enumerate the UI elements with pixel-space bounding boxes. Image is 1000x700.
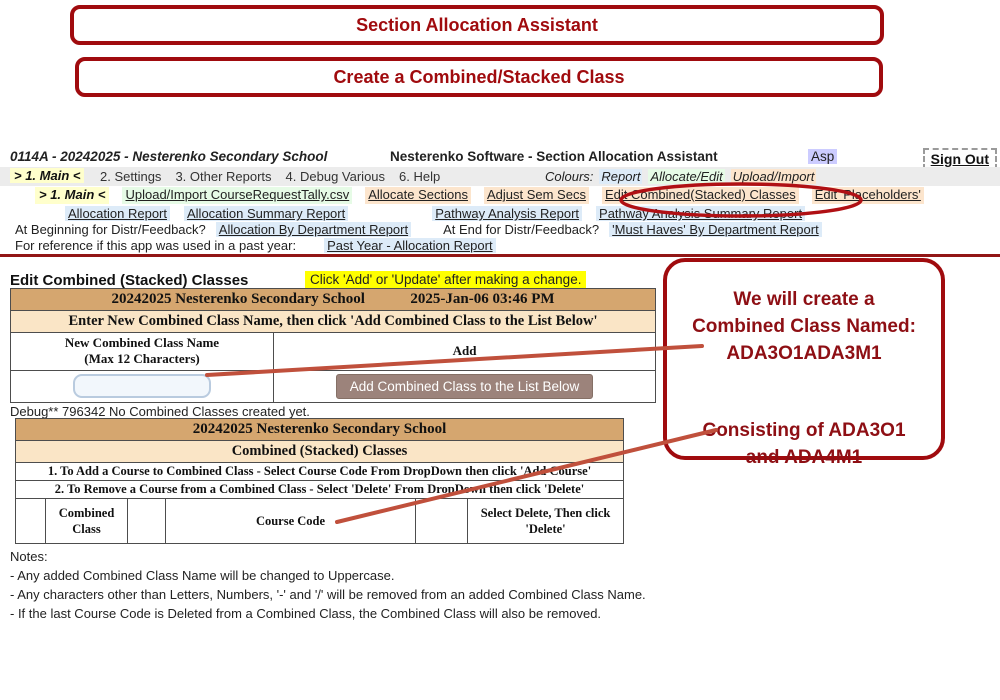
label-past-year-reference: For reference if this app was used in a …	[15, 238, 297, 253]
nav-row-main: > 1. Main < Upload/Import CourseRequestT…	[0, 187, 1000, 204]
nav-link-allocation-by-department-report[interactable]: Allocation By Department Report	[215, 222, 412, 237]
nav-link-pathway-analysis-report[interactable]: Pathway Analysis Report	[432, 206, 583, 221]
page-subtitle-banner: Create a Combined/Stacked Class	[75, 57, 883, 97]
col-header-combined-class: Combined Class	[45, 498, 128, 544]
annotation-line: We will create a	[733, 289, 875, 310]
school-info: 0114A - 20242025 - Nesterenko Secondary …	[10, 149, 328, 164]
button-cell: Add Combined Class to the List Below	[272, 369, 657, 403]
colour-key-upload-import: Upload/Import	[730, 169, 817, 184]
label-at-end: At End for Distr/Feedback?	[443, 222, 600, 237]
nav-link-adjust-sem-secs[interactable]: Adjust Sem Secs	[483, 187, 589, 204]
add-combined-class-button[interactable]: Add Combined Class to the List Below	[335, 373, 594, 399]
app-title: Nesterenko Software - Section Allocation…	[390, 149, 718, 164]
col-header-blank-3	[415, 498, 468, 544]
table2-subtitle: Combined (Stacked) Classes	[14, 440, 625, 463]
combined-classes-list-table: 20242025 Nesterenko Secondary School Com…	[14, 418, 625, 544]
annotation-line: ADA3O1ADA3M1	[726, 343, 882, 364]
colour-key-report: Report	[599, 169, 643, 184]
app-header: 0114A - 20242025 - Nesterenko Secondary …	[0, 148, 1000, 170]
combined-class-name-input[interactable]	[73, 374, 211, 398]
menu-item-settings[interactable]: 2. Settings	[100, 169, 162, 184]
col-header-course-code: Course Code	[165, 498, 416, 544]
separator-rule	[0, 254, 1000, 257]
menu-item-help[interactable]: 6. Help	[399, 169, 441, 184]
add-combined-class-table: 20242025 Nesterenko Secondary School 202…	[9, 288, 657, 403]
notes-section: Notes: - Any added Combined Class Name w…	[10, 548, 646, 623]
asp-label: Asp	[808, 149, 838, 164]
nav-link-past-year-allocation-report[interactable]: Past Year - Allocation Report	[324, 238, 496, 253]
note-item: - Any characters other than Letters, Num…	[10, 586, 646, 602]
input-cell	[10, 369, 274, 403]
nav-link-edit-placeholders[interactable]: Edit 'Placeholders'	[811, 187, 924, 204]
debug-message: Debug** 796342 No Combined Classes creat…	[10, 404, 310, 419]
annotation-callout-box: We will create a Combined Class Named: A…	[663, 258, 945, 468]
nav-link-allocate-sections[interactable]: Allocate Sections	[365, 187, 471, 204]
menu-item-other-reports[interactable]: 3. Other Reports	[175, 169, 272, 184]
table1-timestamp: 2025-Jan-06 03:46 PM	[410, 291, 555, 307]
nav-row-past-year: For reference if this app was used in a …	[0, 238, 1000, 253]
col-header-select-delete: Select Delete, Then click 'Delete'	[466, 498, 625, 544]
highlighted-instruction: Click 'Add' or 'Update' after making a c…	[305, 271, 587, 288]
table1-school-name: 20242025 Nesterenko Secondary School	[111, 291, 365, 307]
notes-heading: Notes:	[10, 549, 48, 564]
note-item: - If the last Course Code is Deleted fro…	[10, 605, 602, 621]
col-header-blank-1	[15, 498, 46, 544]
menu-bar: > 1. Main < 2. Settings 3. Other Reports…	[0, 167, 1000, 186]
page-banner: Section Allocation Assistant	[70, 5, 884, 45]
nav-main-active: > 1. Main <	[35, 187, 110, 204]
annotation-line: and ADA4M1	[745, 447, 863, 468]
page-banner-title: Section Allocation Assistant	[356, 14, 598, 35]
menu-item-main-active[interactable]: > 1. Main <	[10, 168, 85, 183]
nav-link-upload-import-csv[interactable]: Upload/Import CourseRequestTally.csv	[122, 187, 353, 204]
add-column-label: Add	[272, 332, 657, 371]
label-at-beginning: At Beginning for Distr/Feedback?	[15, 222, 206, 237]
colour-key-allocate-edit: Allocate/Edit	[648, 169, 725, 184]
section-heading: Edit Combined (Stacked) Classes	[10, 272, 249, 289]
colour-legend-label: Colours:	[545, 169, 594, 184]
table1-school-row: 20242025 Nesterenko Secondary School 202…	[9, 288, 657, 311]
nav-link-edit-combined-stacked-classes[interactable]: Edit Combined(Stacked) Classes	[601, 187, 799, 204]
table2-instruction-add: 1. To Add a Course to Combined Class - S…	[14, 462, 625, 481]
table2-instruction-remove: 2. To Remove a Course from a Combined Cl…	[14, 480, 625, 499]
menu-item-debug-various[interactable]: 4. Debug Various	[285, 169, 386, 184]
nav-row-reports: Allocation Report Allocation Summary Rep…	[0, 206, 1000, 221]
new-class-name-label: New Combined Class Name (Max 12 Characte…	[10, 332, 274, 371]
nav-row-department-reports: At Beginning for Distr/Feedback? Allocat…	[0, 222, 1000, 237]
colour-legend: Colours: Report Allocate/Edit Upload/Imp…	[545, 169, 817, 184]
nav-link-must-haves-by-department-report[interactable]: 'Must Haves' By Department Report	[609, 222, 822, 237]
table2-school-name: 20242025 Nesterenko Secondary School	[14, 418, 625, 441]
annotation-line: Combined Class Named:	[692, 316, 916, 337]
annotation-spacer	[667, 367, 941, 417]
note-item: - Any added Combined Class Name will be …	[10, 567, 395, 583]
page-subtitle: Create a Combined/Stacked Class	[333, 66, 625, 87]
annotation-line: Consisting of ADA3O1	[702, 420, 906, 441]
nav-link-allocation-summary-report[interactable]: Allocation Summary Report	[184, 206, 349, 221]
nav-link-allocation-report[interactable]: Allocation Report	[65, 206, 170, 221]
nav-link-pathway-analysis-summary-report[interactable]: Pathway Analysis Summary Report	[596, 206, 806, 221]
col-header-blank-2	[127, 498, 166, 544]
table1-instruction: Enter New Combined Class Name, then clic…	[9, 310, 657, 333]
